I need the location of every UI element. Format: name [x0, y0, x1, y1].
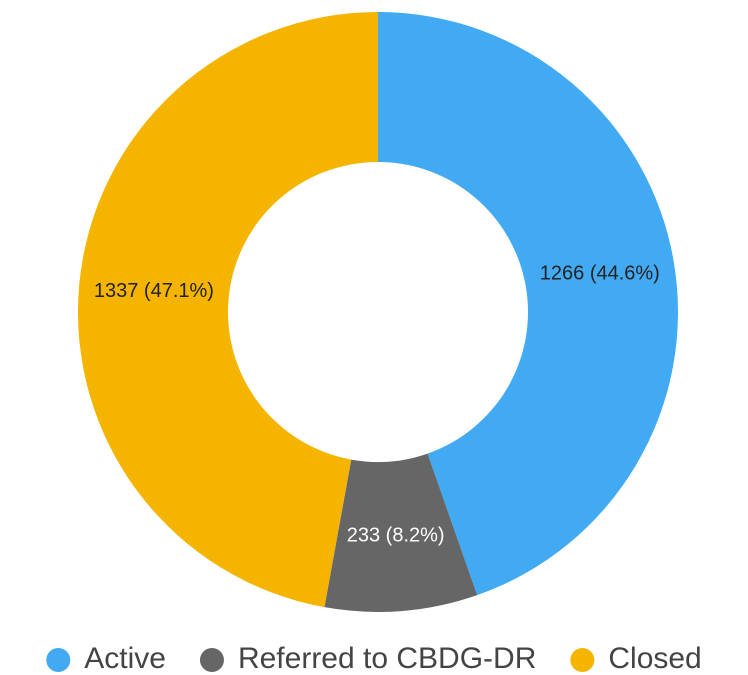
donut-slice: [378, 12, 679, 596]
legend-label: Active: [84, 642, 166, 675]
donut-slice: [78, 12, 379, 608]
legend-label: Referred to CBDG-DR: [238, 642, 536, 675]
donut-slice: [324, 453, 478, 612]
slice-label: 1337 (47.1%): [94, 280, 214, 302]
slice-label: 1266 (44.6%): [540, 263, 660, 285]
legend-label: Closed: [608, 642, 701, 675]
legend-marker: [199, 648, 224, 672]
legend-marker: [570, 648, 595, 672]
legend-marker: [46, 648, 71, 672]
slice-label: 233 (8.2%): [347, 525, 445, 547]
